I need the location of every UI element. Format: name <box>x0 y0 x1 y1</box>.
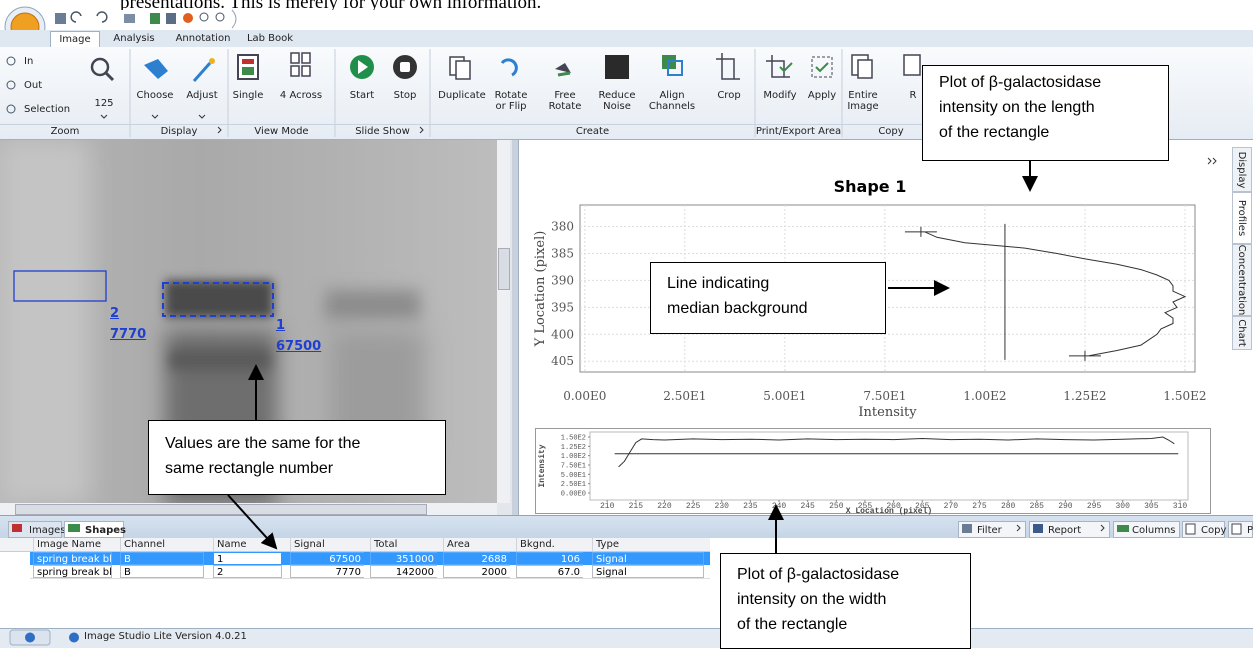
callout-length: Plot of β-galactosidaseintensity on the … <box>922 65 1169 161</box>
callout-line: median background <box>667 296 885 321</box>
callout-line: Line indicating <box>667 271 885 296</box>
x-tick-label: 280 <box>1001 502 1016 511</box>
chart-title: Shape 1 <box>834 177 907 196</box>
callout-line: of the rectangle <box>939 120 1168 145</box>
plot-area <box>590 432 1188 500</box>
callout-line: Plot of β-galactosidase <box>737 562 970 587</box>
x-tick-label: 300 <box>1115 502 1130 511</box>
callout-line: Plot of β-galactosidase <box>939 70 1168 95</box>
x-tick-label: 295 <box>1087 502 1102 511</box>
y-tick-label: 2.50E1 <box>561 481 586 489</box>
x-tick-label: 230 <box>715 502 730 511</box>
x-tick-label: 220 <box>657 502 672 511</box>
callout-line: of the rectangle <box>737 612 970 637</box>
y-tick-label: 1.25E2 <box>561 444 586 452</box>
y-tick-label: 405 <box>551 354 574 368</box>
x-tick-label: 250 <box>829 502 844 511</box>
x-tick-label: 240 <box>772 502 787 511</box>
x-axis-label: Intensity <box>858 405 917 420</box>
callout-line: intensity on the width <box>737 587 970 612</box>
x-tick-label: 305 <box>1144 502 1159 511</box>
y-tick-label: 400 <box>551 327 574 341</box>
callout-line: same rectangle number <box>165 456 445 481</box>
callout-line: Values are the same for the <box>165 431 445 456</box>
x-tick-label: 210 <box>600 502 615 511</box>
y-tick-label: 7.50E1 <box>561 462 586 470</box>
callout-width: Plot of β-galactosidaseintensity on the … <box>720 553 971 649</box>
y-tick-label: 395 <box>551 300 574 314</box>
x-tick-label: 0.00E0 <box>563 389 606 403</box>
callout-line: intensity on the length <box>939 95 1168 120</box>
y-axis-label: Y Location (pixel) <box>533 231 548 348</box>
x-tick-label: 275 <box>972 502 987 511</box>
page: {"header_text":"presentations. This is m… <box>0 0 1253 647</box>
callout-median: Line indicatingmedian background <box>650 262 886 334</box>
x-tick-label: 290 <box>1058 502 1073 511</box>
y-tick-label: 380 <box>551 220 574 234</box>
x-tick-label: 1.00E2 <box>963 389 1006 403</box>
y-tick-label: 390 <box>551 273 574 287</box>
y-tick-label: 1.50E2 <box>561 435 586 443</box>
y-axis-label: Intensity <box>538 444 547 487</box>
y-tick-label: 0.00E0 <box>561 490 586 498</box>
x-axis-label: X Location (pixel) <box>846 507 932 516</box>
x-tick-label: 5.00E1 <box>763 389 806 403</box>
x-tick-label: 270 <box>944 502 959 511</box>
x-tick-label: 285 <box>1030 502 1045 511</box>
x-tick-label: 1.25E2 <box>1063 389 1106 403</box>
x-tick-label: 7.50E1 <box>863 389 906 403</box>
y-tick-label: 5.00E1 <box>561 472 586 480</box>
x-tick-label: 245 <box>800 502 815 511</box>
x-tick-label: 215 <box>629 502 644 511</box>
x-tick-label: 235 <box>743 502 758 511</box>
y-tick-label: 385 <box>551 246 574 260</box>
y-tick-label: 1.00E2 <box>561 453 586 461</box>
x-tick-label: 310 <box>1173 502 1188 511</box>
x-tick-label: 225 <box>686 502 701 511</box>
x-tick-label: 2.50E1 <box>663 389 706 403</box>
x-tick-label: 1.50E2 <box>1163 389 1206 403</box>
